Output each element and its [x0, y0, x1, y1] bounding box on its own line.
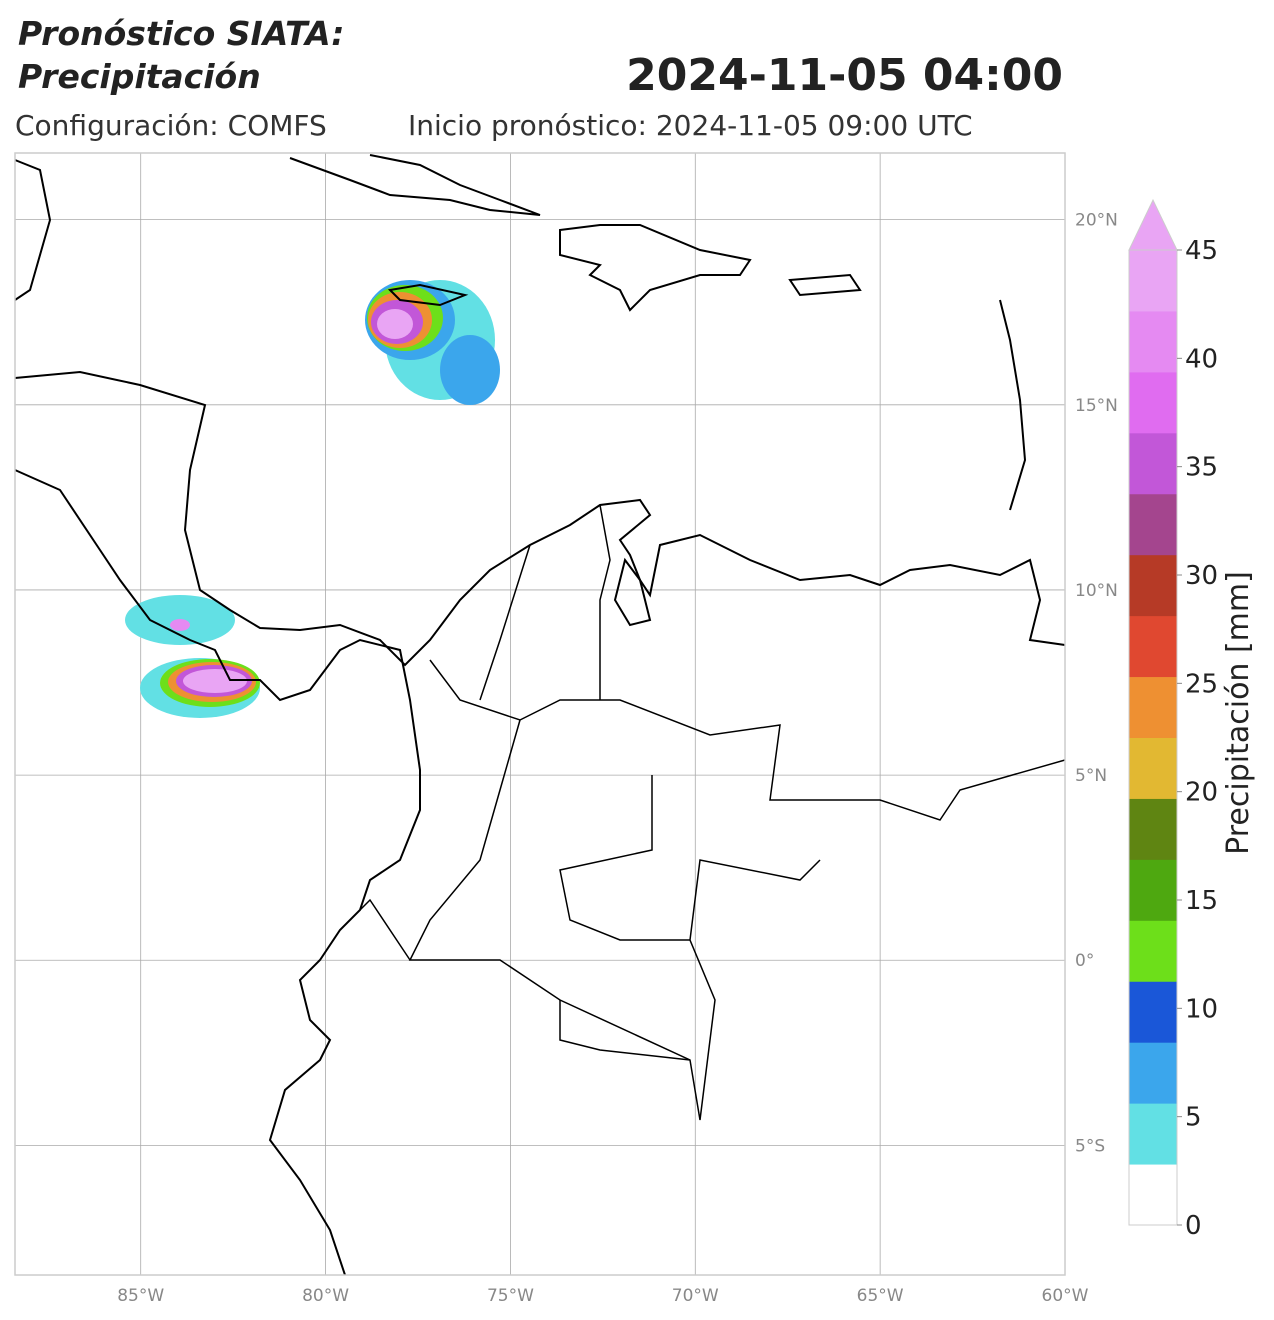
coastlines	[14, 154, 1066, 1276]
colorbar-tick-label: 25	[1185, 669, 1218, 699]
init-time: Inicio pronóstico: 2024-11-05 09:00 UTC	[408, 109, 973, 142]
map-frame	[14, 152, 1066, 1276]
x-tick-label: 80°W	[302, 1286, 349, 1306]
colorbar-tick-label: 45	[1185, 236, 1218, 266]
colorbar-band	[1129, 250, 1177, 312]
precipitation	[125, 280, 500, 718]
x-tick-label: 70°W	[672, 1286, 719, 1306]
colorbar-band	[1129, 737, 1177, 799]
y-tick-label: 10°N	[1075, 581, 1118, 601]
colorbar-tick-label: 40	[1185, 344, 1218, 374]
colorbar-band	[1129, 920, 1177, 982]
borders	[359, 504, 1066, 1121]
colorbar: 0 5 10 15 20 25 30 35 40 45	[1128, 198, 1218, 1241]
x-tick-label: 60°W	[1042, 1286, 1089, 1306]
colorbar-tick-label: 20	[1185, 778, 1218, 808]
y-tick-label: 5°S	[1075, 1136, 1105, 1156]
x-tick-label: 85°W	[117, 1286, 164, 1306]
datetime: 2024-11-05 04:00	[626, 50, 1063, 101]
colorbar-tick-label: 30	[1185, 561, 1218, 591]
colorbar-frame	[1128, 249, 1178, 1226]
colorbar-band	[1129, 676, 1177, 738]
configuration: Configuración: COMFS	[15, 109, 327, 142]
colorbar-band	[1129, 615, 1177, 678]
colorbar-tick-label: 35	[1185, 453, 1218, 483]
colorbar-tick-label: 5	[1185, 1103, 1202, 1133]
colorbar-band	[1129, 493, 1177, 556]
colorbar-tick-label: 10	[1185, 994, 1218, 1024]
y-tick-label: 0°	[1075, 951, 1094, 971]
y-tick-label: 20°N	[1075, 211, 1118, 231]
colorbar-band	[1129, 1042, 1177, 1104]
colorbar-band	[1129, 371, 1177, 434]
title: Pronóstico SIATA:	[18, 14, 344, 53]
colorbar-band	[1129, 554, 1177, 617]
colorbar-band	[1129, 859, 1177, 921]
colorbar-band	[1129, 310, 1177, 373]
x-tick-label: 75°W	[487, 1286, 534, 1306]
colorbar-label: Precipitación [mm]	[1221, 571, 1256, 855]
colorbar-tick-label: 15	[1185, 886, 1218, 916]
colorbar-band	[1129, 981, 1177, 1043]
title: Precipitación	[18, 57, 261, 96]
colorbar-extend	[1128, 198, 1178, 251]
colorbar-band	[1129, 1164, 1177, 1226]
colorbar-band	[1129, 432, 1177, 495]
colorbar-tick-label: 0	[1185, 1211, 1202, 1241]
colorbar-band	[1129, 1103, 1177, 1165]
x-tick-label: 65°W	[857, 1286, 904, 1306]
y-tick-label: 5°N	[1075, 766, 1107, 786]
colorbar-band	[1129, 798, 1177, 860]
y-tick-label: 15°N	[1075, 396, 1118, 416]
